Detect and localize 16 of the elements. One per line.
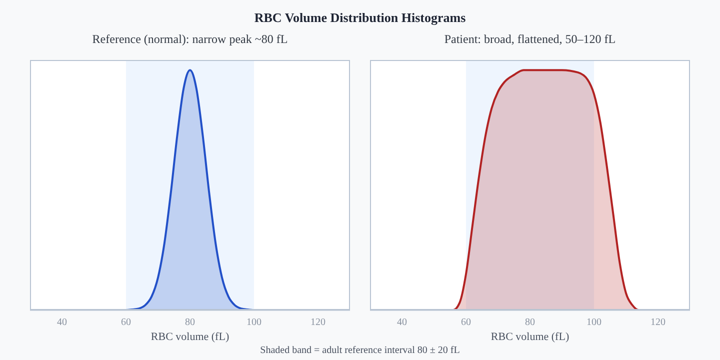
- x-tick-label: 60: [121, 317, 131, 328]
- x-tick-label: 100: [246, 317, 262, 328]
- x-tick-label: 120: [650, 317, 666, 328]
- x-tick-label: 100: [586, 317, 602, 328]
- text: Shaded band = adult reference interval 80 ± 20 fL: [259, 345, 461, 356]
- x-tick-label: 40: [397, 317, 407, 328]
- x-tick-label: 80: [185, 317, 195, 328]
- chart-subtitle: Reference (normal): narrow peak ~80 fL: [91, 32, 289, 47]
- x-axis-title: RBC volume (fL): [150, 331, 230, 343]
- x-tick-label: 40: [57, 317, 67, 328]
- x-tick-label: 120: [310, 317, 326, 328]
- x-axis-title: RBC volume (fL): [490, 331, 570, 343]
- x-tick-label: 80: [525, 317, 535, 328]
- x-tick-label: 60: [461, 317, 471, 328]
- chart-title: RBC Volume Distribution Histograms: [253, 10, 467, 26]
- chart-subtitle: Patient: broad, flattened, 50–120 fL: [443, 32, 617, 47]
